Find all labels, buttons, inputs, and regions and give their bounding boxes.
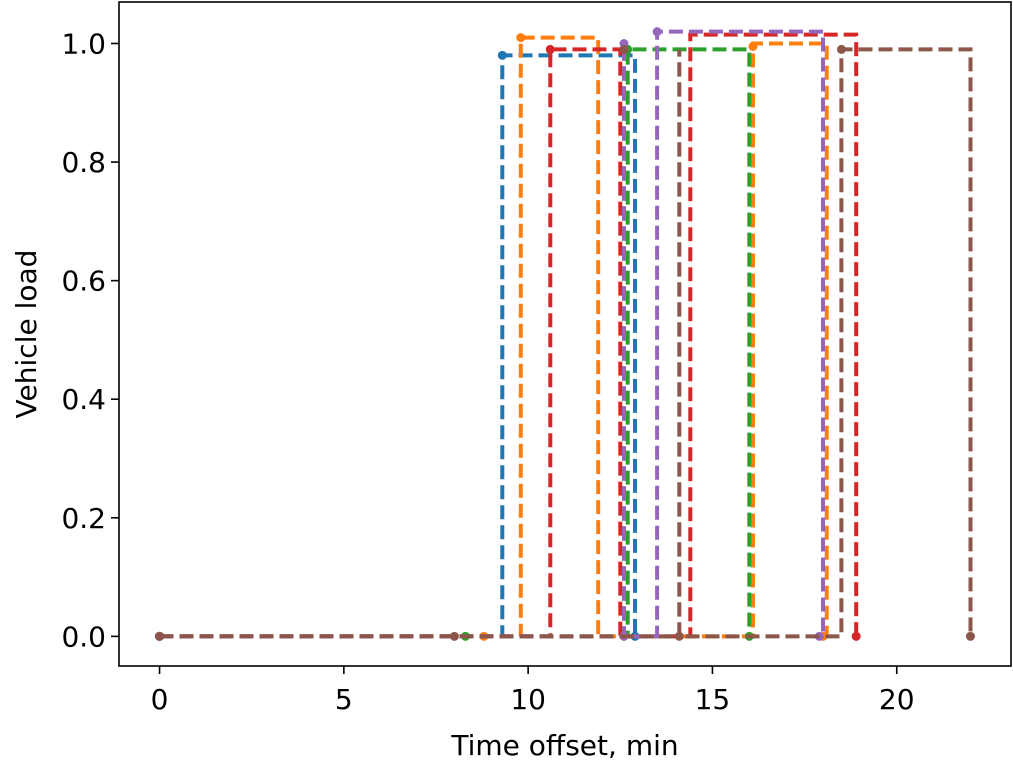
plot-area <box>155 27 975 641</box>
x-tick-label: 0 <box>151 683 169 716</box>
y-axis-ticks: 0.0 0.2 0.4 0.6 0.8 1.0 <box>61 28 119 653</box>
y-tick-label: 1.0 <box>61 28 106 61</box>
data-point <box>516 33 526 43</box>
data-point <box>851 631 861 641</box>
x-axis-label: Time offset, min <box>450 729 678 762</box>
data-point <box>965 631 975 641</box>
y-tick-label: 0.6 <box>61 265 106 298</box>
y-tick-label: 0.0 <box>61 620 106 653</box>
x-tick-label: 15 <box>695 683 731 716</box>
y-tick-label: 0.2 <box>61 502 106 535</box>
y-tick-label: 0.8 <box>61 146 106 179</box>
series-2 <box>155 33 829 641</box>
series-line <box>159 53 637 639</box>
series-line <box>159 32 859 639</box>
series-line <box>159 47 752 639</box>
data-point <box>155 631 165 641</box>
series-6 <box>155 44 975 641</box>
series-line <box>159 47 973 639</box>
data-point <box>652 27 662 37</box>
axes-frame <box>118 1 1012 667</box>
series-1 <box>155 50 640 641</box>
series-line <box>159 29 825 639</box>
data-point <box>545 44 555 54</box>
series-5 <box>155 27 825 641</box>
data-point <box>748 41 758 51</box>
data-point <box>497 50 507 60</box>
x-tick-label: 5 <box>335 683 353 716</box>
x-axis-ticks: 0 5 10 15 20 <box>151 666 915 716</box>
data-point <box>619 44 629 54</box>
x-tick-label: 20 <box>879 683 915 716</box>
y-axis-label: Vehicle load <box>10 250 43 419</box>
series-line <box>159 35 829 639</box>
data-point <box>836 44 846 54</box>
data-point <box>674 631 684 641</box>
y-tick-label: 0.4 <box>61 383 106 416</box>
data-point <box>449 631 459 641</box>
x-tick-label: 10 <box>510 683 546 716</box>
series-3 <box>155 44 754 641</box>
